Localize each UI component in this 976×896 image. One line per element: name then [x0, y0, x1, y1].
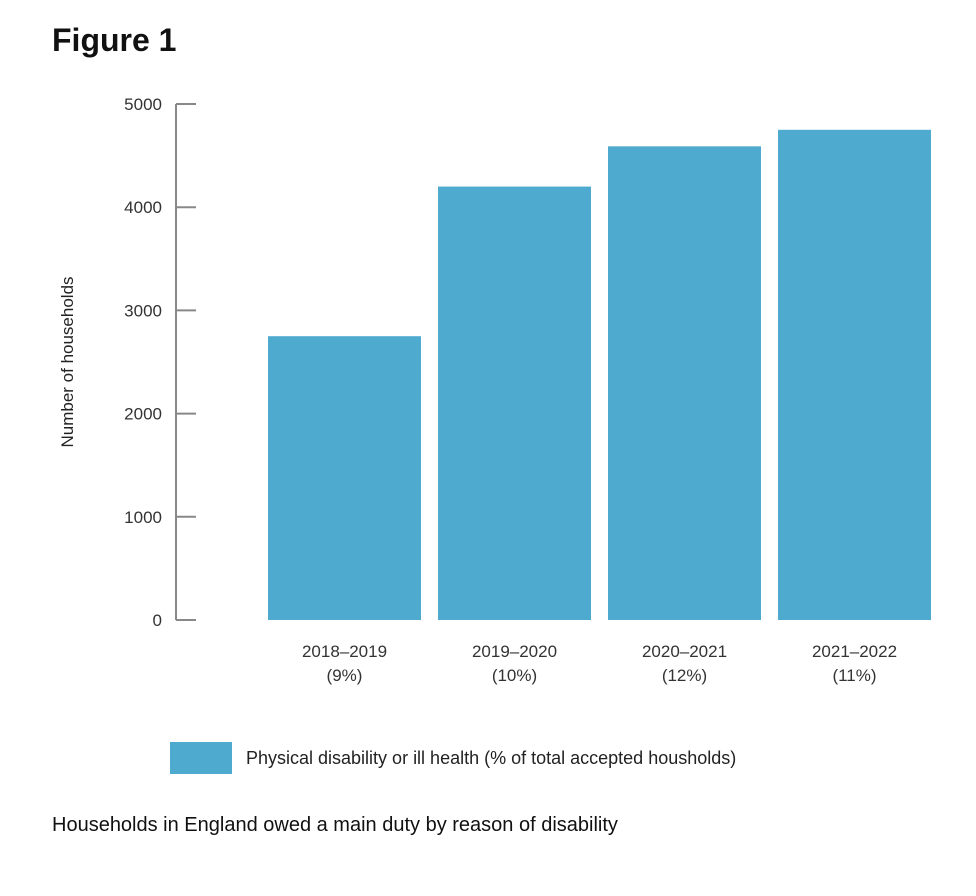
y-tick-label: 1000	[124, 508, 162, 527]
bar	[608, 146, 761, 620]
x-tick-label: 2018–2019	[302, 642, 387, 661]
x-tick-label: 2019–2020	[472, 642, 557, 661]
bars	[268, 129, 931, 621]
y-axis: 0 1000 2000 3000 4000 5000	[124, 95, 196, 630]
legend: Physical disability or ill health (% of …	[170, 742, 736, 774]
bar	[778, 129, 931, 621]
bar	[268, 336, 421, 620]
y-tick-label: 4000	[124, 198, 162, 217]
legend-swatch	[170, 742, 232, 774]
bar	[438, 186, 591, 620]
figure-caption: Households in England owed a main duty b…	[52, 814, 618, 836]
y-tick-label: 3000	[124, 301, 162, 320]
y-axis-title: Number of households	[58, 276, 77, 447]
x-tick-sublabel: (12%)	[662, 666, 707, 685]
x-tick-sublabel: (9%)	[327, 666, 363, 685]
x-tick-label: 2020–2021	[642, 642, 727, 661]
x-tick-sublabel: (10%)	[492, 666, 537, 685]
y-tick-label: 2000	[124, 405, 162, 424]
legend-label: Physical disability or ill health (% of …	[246, 747, 737, 768]
y-tick-label: 0	[153, 611, 162, 630]
figure-title: Figure 1	[52, 22, 177, 58]
bar-chart: 0 1000 2000 3000 4000 5000 2018–2019 (9%) 2019–…	[58, 95, 931, 685]
y-tick-label: 5000	[124, 95, 162, 114]
x-tick-label: 2021–2022	[812, 642, 897, 661]
x-axis-labels: 2018–2019 (9%) 2019–2020 (10%) 2020–2021 (12%…	[302, 642, 897, 685]
x-tick-sublabel: (11%)	[832, 666, 876, 685]
